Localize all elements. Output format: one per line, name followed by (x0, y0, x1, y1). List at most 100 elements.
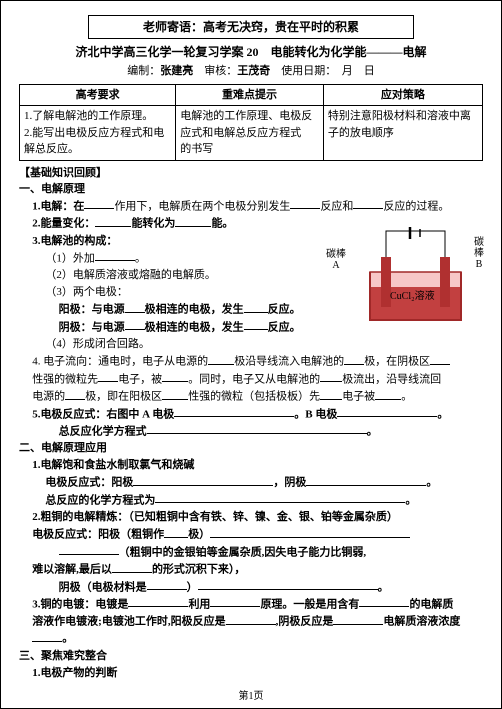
t-5e: 。 (367, 425, 378, 437)
t-4j: 性强的微粒（包括极板）先 (188, 391, 320, 403)
label-right-en: B (471, 259, 487, 270)
item-4-l3: 电源的极，即在阳极区性强的微粒（包括极板）先电子被。 (19, 388, 483, 405)
blank (162, 388, 188, 399)
t-4c: 极，在阴极区 (364, 356, 430, 368)
item-3-4: （4）形成闭合回路。 (19, 336, 483, 353)
item-4-l2: 性强的微粒先电子，被。同时，电子又从电解池的极流出，沿导线流回 (19, 371, 483, 388)
t-3-3a3: 反应。 (268, 304, 301, 316)
t-1a: 1.电解：在 (32, 200, 84, 212)
td-requirements: 1.了解电解池的工作原理。 2.能写出电极反应方程式和电 解总反应。 (20, 106, 176, 161)
blank (226, 613, 276, 624)
blank (208, 353, 234, 364)
blank (359, 596, 409, 607)
blank (164, 526, 188, 537)
item-8-l1: 3.铜的电镀：电镀是利用原理。一般是用含有的电解质 (19, 596, 483, 613)
t-3-1a: （1）外加 (45, 252, 95, 264)
page-title: 济北中学高三化学一轮复习学案 20 电能转化为化学能———电解 (19, 43, 483, 61)
kp-1: 电解池的工作原理、电极反 (180, 108, 319, 125)
blank (198, 579, 378, 590)
page-subtitle: 编制：张建亮 审核：王茂奇 使用日期： 月 日 (19, 63, 483, 80)
t-1d: 反应的过程。 (383, 200, 449, 212)
blank (333, 613, 383, 624)
st-1: 特别注意阳极材料和溶液中离 (328, 108, 478, 125)
t-4l: 。 (401, 391, 412, 403)
blank (210, 596, 260, 607)
date-label: 使用日期： 月 日 (281, 65, 375, 77)
item-6d: 总反应的化学方程式为 。 (19, 492, 483, 509)
td-keypoints: 电解池的工作原理、电极反 应式和电解总反应方程式 的书写 (176, 106, 324, 161)
st-2: 子的放电顺序 (328, 125, 478, 142)
blank (147, 423, 367, 434)
blank (125, 301, 145, 312)
blank (147, 579, 187, 590)
t-4b: 极沿导线流入电解池的 (234, 356, 344, 368)
t-4e: 电子，被 (118, 373, 162, 385)
motto-text: 老师寄语：高考无决窍，贵在平时的积累 (143, 20, 359, 34)
t-3-3b3: 反应。 (268, 321, 301, 333)
label-left-en: A (326, 260, 346, 271)
section-basics: 【基础知识回顾】 (19, 165, 483, 182)
t-8a: 3.铜的电镀：电镀是 (32, 598, 128, 610)
blank (244, 319, 268, 330)
t-3-3a1: 阳极：与电源 (59, 304, 125, 316)
t-1c: 反应和 (320, 200, 353, 212)
blank (133, 474, 273, 485)
item-9: 1.电极产物的判断 (19, 665, 483, 682)
blank (320, 371, 342, 382)
t-5c: 。 (437, 408, 448, 420)
req-2a: 2.能写出电极反应方程式和电 (24, 125, 171, 142)
t-8h: 。 (62, 633, 73, 645)
item-1: 1.电解：在 作用下，电解质在两个电极分别发生 反应和 反应的过程。 (19, 198, 483, 215)
label-left-zh: 碳棒 (326, 249, 346, 260)
item-7a: 2.粗铜的电解精炼：（已知粗铜中含有铁、锌、镍、金、银、铂等金属杂质） (19, 509, 483, 526)
th-requirements: 高考要求 (20, 84, 176, 106)
t-4f: 。同时，电子又从电解池的 (188, 373, 320, 385)
t-1b: 作用下，电解质在两个电极分别发生 (114, 200, 290, 212)
th-keypoints: 重难点提示 (176, 84, 324, 106)
blank (375, 388, 401, 399)
blank (210, 526, 410, 537)
t-8e: 溶液作电镀液;电镀池工作时,阳极反应是 (32, 616, 225, 628)
blank (430, 353, 450, 364)
t-5a: 5.电极反应式：右图中 A 电极 (32, 408, 174, 420)
motto-box: 老师寄语：高考无决窍，贵在平时的积累 (88, 15, 415, 39)
item-5-l1: 5.电极反应式：右图中 A 电极 。B 电极 。 (19, 406, 483, 423)
blank (98, 371, 118, 382)
t-2c: 能。 (211, 218, 233, 230)
item-7e: 难以溶解,最后以的形式沉积下来）， (19, 561, 483, 578)
t-4i: 极，即在阳极区 (85, 391, 162, 403)
blank (337, 406, 437, 417)
t-7c: 极） (188, 529, 210, 541)
blank (32, 630, 62, 641)
t-4a: 4. 电子流向：通电时，电子从电源的 (32, 356, 208, 368)
section-2: 二、电解原理应用 (19, 440, 483, 457)
blank (244, 301, 268, 312)
blank (175, 215, 211, 226)
t-7b: 电极反应式：阳极（粗铜作 (32, 529, 164, 541)
blank (162, 371, 188, 382)
th-strategy: 应对策略 (323, 84, 482, 106)
editor-label: 编制： (127, 65, 160, 77)
t-6b: ，阴极 (273, 477, 306, 489)
t-3-1b: 。 (135, 252, 146, 264)
kp-3: 的书写 (180, 141, 319, 158)
blank (174, 406, 294, 417)
blank (125, 319, 145, 330)
t-5b: 。B 电极 (294, 408, 337, 420)
t-8f: ,阴极反应是 (276, 616, 334, 628)
blank (95, 215, 131, 226)
item-7b: 电极反应式：阳极（粗铜作 极） (19, 526, 483, 543)
td-strategy: 特别注意阳极材料和溶液中离 子的放电顺序 (323, 106, 482, 161)
t-4d: 性强的微粒先 (32, 373, 98, 385)
blank (95, 250, 135, 261)
t-7h: ） (187, 581, 198, 593)
blank (84, 198, 114, 209)
t-6a: 电极反应式：阳极 (45, 477, 133, 489)
t-2b: 能转化为 (131, 218, 175, 230)
t-6e: 。 (405, 494, 416, 506)
blank (353, 198, 383, 209)
item-7d: （粗铜中的金银铂等金属杂质,因失电子能力比铜弱, (19, 544, 483, 561)
t-8c: 原理。一般是用含有 (260, 598, 359, 610)
t-6d: 总反应的化学方程式为 (45, 494, 155, 506)
blank (290, 198, 320, 209)
